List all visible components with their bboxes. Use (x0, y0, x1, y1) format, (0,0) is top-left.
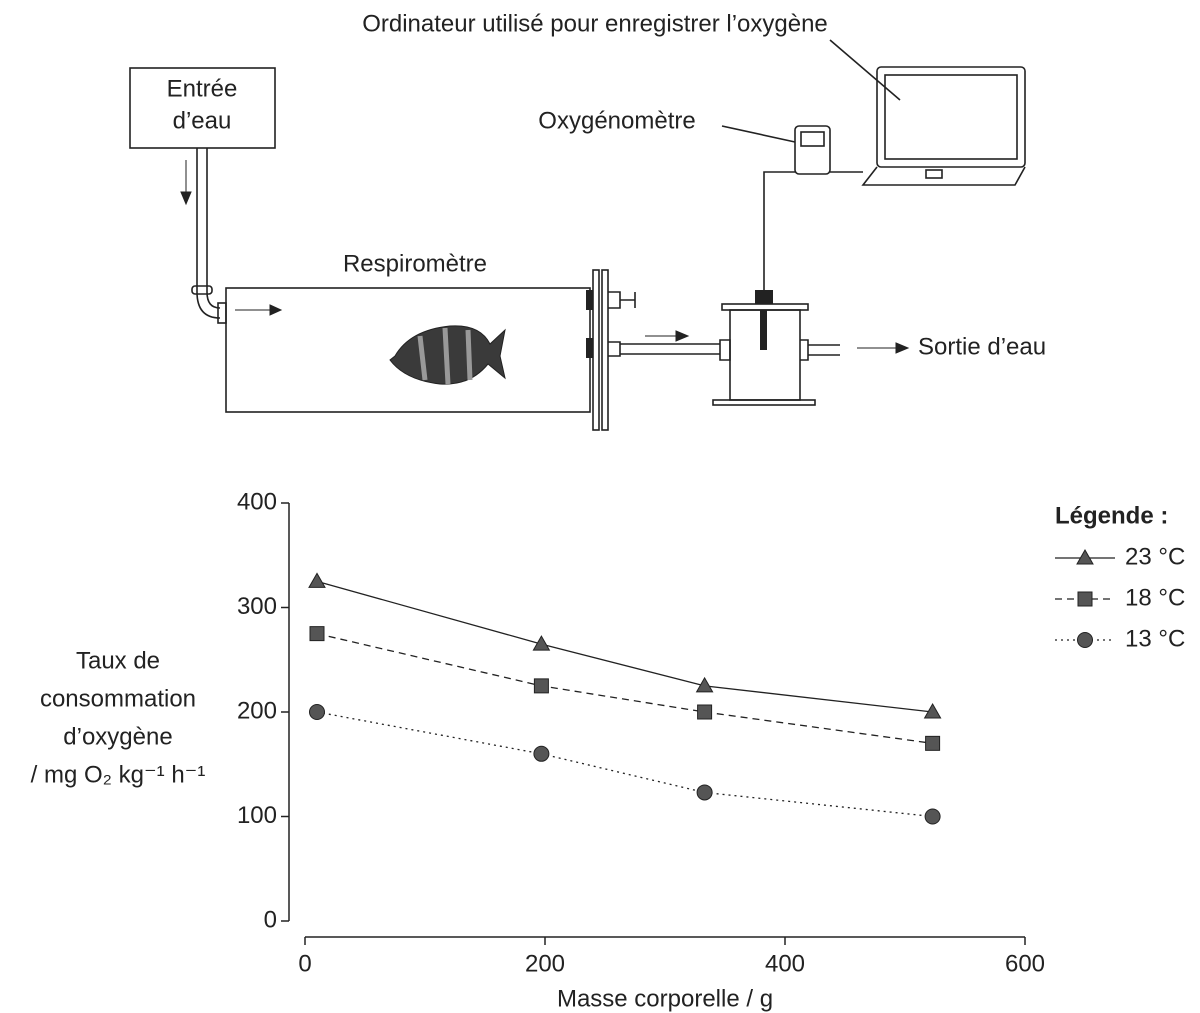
legend-label: 13 °C (1125, 625, 1185, 652)
x-tick-label: 600 (1005, 950, 1045, 977)
probe-head (755, 290, 773, 304)
seal (586, 338, 593, 358)
meter-display (800, 131, 825, 147)
marker (308, 572, 326, 588)
y-axis-label: Taux de (76, 647, 160, 674)
x-tick-label: 400 (765, 950, 805, 977)
flange (592, 269, 600, 431)
y-axis-label: consommation (40, 685, 196, 712)
seal (586, 290, 593, 310)
y-tick-label: 100 (237, 802, 277, 829)
inlet-label: d’eau (173, 107, 232, 134)
y-tick-label: 400 (237, 488, 277, 515)
probe-cable (763, 171, 863, 290)
computer-screen (876, 66, 1026, 168)
legend-title: Légende : (1055, 502, 1168, 529)
marker (924, 808, 941, 825)
computer-label: Ordinateur utilisé pour enregistrer l’ox… (362, 10, 828, 37)
leader-line (721, 125, 796, 143)
inlet-fitting (217, 302, 227, 324)
inlet-pipe (206, 148, 221, 309)
flange (601, 269, 609, 431)
fish-stripes (417, 327, 473, 385)
oxygen-meter (794, 125, 831, 175)
chamber-base (712, 399, 816, 406)
inlet-pipe (196, 148, 221, 319)
y-axis-label: / mg O₂ kg⁻¹ h⁻¹ (31, 761, 206, 788)
pipe-joint (191, 285, 213, 295)
outlet-fitting (800, 339, 840, 361)
y-axis-label: d’oxygène (63, 723, 172, 750)
outlet-label: Sortie d’eau (918, 333, 1046, 360)
marker (1077, 632, 1093, 648)
legend-label: 18 °C (1125, 584, 1185, 611)
apparatus-diagram: Ordinateur utilisé pour enregistrer l’ox… (129, 10, 1046, 431)
x-axis-label: Masse corporelle / g (557, 985, 773, 1012)
marker (309, 704, 325, 720)
marker (695, 676, 714, 693)
computer-base (861, 166, 1026, 186)
leader-line (829, 39, 901, 101)
marker (1077, 591, 1093, 607)
x-tick-label: 0 (298, 950, 311, 977)
flow-arrow (857, 342, 910, 354)
series-line (316, 632, 933, 744)
valve (608, 291, 636, 309)
marker (533, 745, 550, 762)
flow-arrow (645, 330, 690, 342)
x-tick-label: 200 (525, 950, 565, 977)
y-tick-label: 0 (264, 906, 277, 933)
outlet-pipe (608, 339, 731, 361)
computer-screen-inner (884, 74, 1018, 160)
inlet-label: Entrée (167, 75, 238, 102)
computer-pad (925, 169, 943, 179)
marker (533, 678, 549, 694)
series-line (316, 711, 933, 818)
marker (697, 704, 713, 720)
chamber-lid (721, 303, 809, 311)
marker (1076, 548, 1094, 565)
meter-label: Oxygénomètre (538, 107, 695, 134)
chart: 0 100 200 300 400 0 200 400 600 Masse corporelle … (31, 488, 1186, 1012)
y-tick-label: 200 (237, 697, 277, 724)
legend-label: 23 °C (1125, 543, 1185, 570)
marker (925, 735, 941, 751)
inlet-box (129, 67, 276, 149)
flow-arrow (235, 304, 283, 316)
probe (760, 310, 767, 350)
marker (923, 702, 942, 719)
series-line (316, 580, 933, 713)
flow-arrow (180, 160, 192, 206)
y-tick-label: 300 (237, 593, 277, 620)
marker (532, 635, 551, 651)
respirometer-label: Respiromètre (343, 250, 487, 277)
marker (696, 784, 713, 801)
marker (309, 626, 325, 642)
